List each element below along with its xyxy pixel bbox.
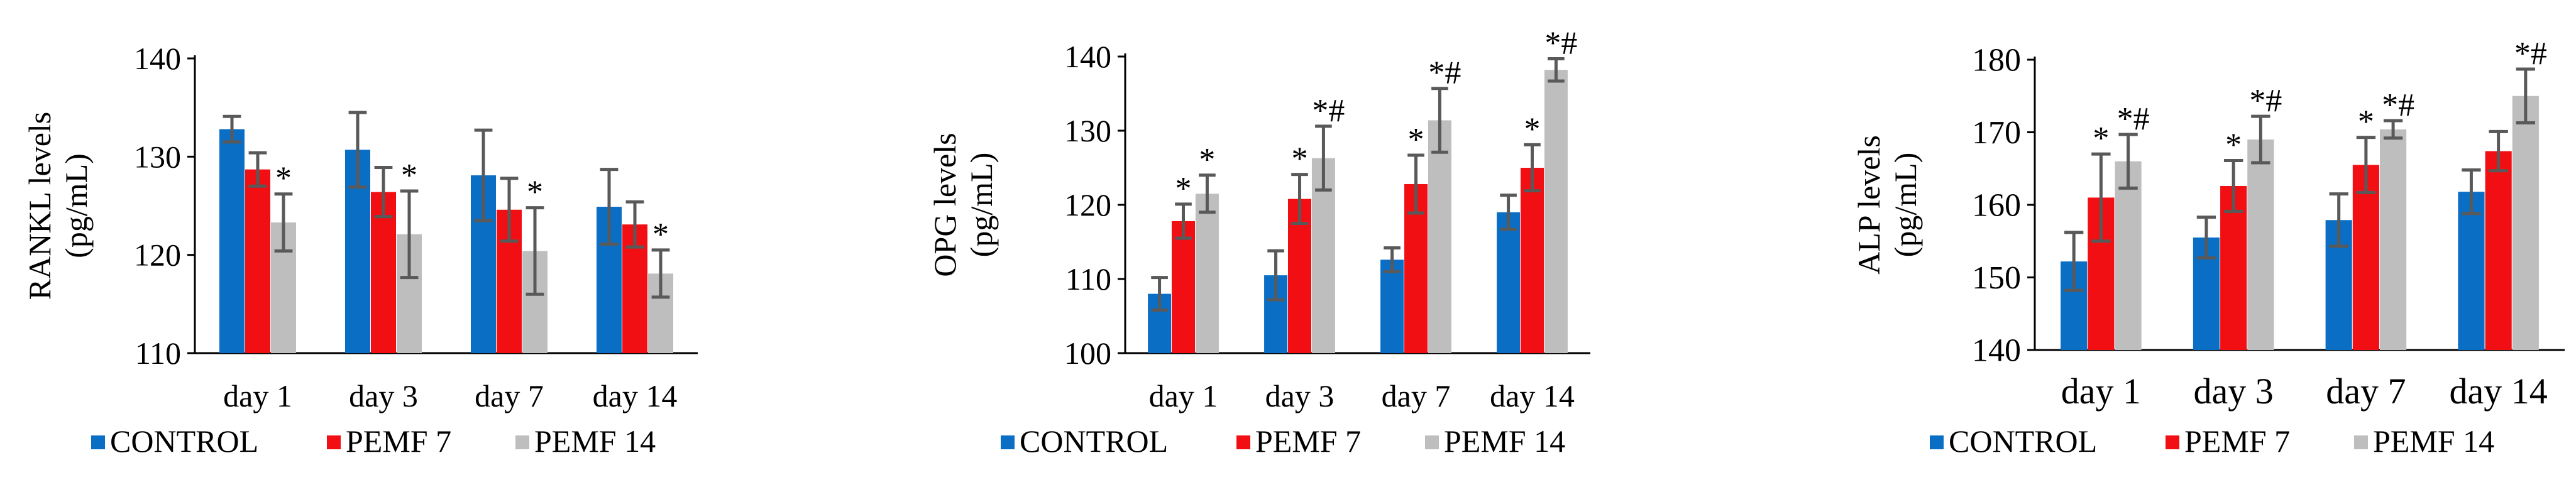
x-tick-label: day 14	[2450, 371, 2548, 412]
bar-control-day-14	[2458, 192, 2485, 350]
x-tick-label: day 1	[1149, 378, 1218, 413]
significance-marker: *	[275, 161, 292, 197]
y-tick-label: 120	[1064, 187, 1111, 222]
legend-swatch-control	[1930, 435, 1944, 449]
y-tick-label: 120	[134, 238, 181, 273]
legend-label: CONTROL	[110, 424, 258, 459]
y-tick-label: 130	[1064, 113, 1111, 148]
legend-label: CONTROL	[1949, 424, 2097, 459]
legend-label: CONTROL	[1020, 424, 1168, 459]
significance-marker: *	[652, 217, 669, 253]
bar-pemf-14-day-14	[2512, 96, 2539, 350]
legend-swatch-control	[1001, 435, 1015, 449]
significance-marker: *	[1408, 122, 1424, 158]
y-axis-title-line2: (pg/mL)	[1888, 153, 1923, 258]
y-tick-label: 110	[135, 336, 181, 371]
y-tick-label: 170	[1972, 115, 2021, 151]
significance-marker: *#	[2514, 36, 2547, 72]
chart-panel-3: 140 150 160 170 180 ALP levels (pg/mL) day 1 day…	[1851, 36, 2565, 459]
bar-pemf-14-day-1	[1195, 194, 1219, 353]
significance-marker: *#	[2249, 83, 2282, 119]
bar-control-day-14	[1497, 212, 1521, 353]
legend-label: PEMF 7	[2184, 424, 2290, 459]
y-tick-label: 110	[1065, 261, 1111, 297]
y-axis-title-line2: (pg/mL)	[964, 153, 999, 258]
x-tick-label: day 1	[223, 378, 292, 413]
bar-pemf-14-day-7	[2380, 129, 2407, 350]
legend-label: PEMF 14	[2373, 424, 2494, 459]
bar-pemf-7-day-1	[1172, 221, 1195, 353]
x-tick-label: day 1	[2061, 371, 2141, 412]
chart-panel-1: 110 120 130 140 RANKL levels (pg/mL) day 1 day …	[22, 41, 698, 459]
legend-swatch-pemf-14	[2354, 435, 2368, 449]
significance-marker: *	[2358, 104, 2374, 140]
x-tick-label: day 7	[1382, 378, 1451, 413]
x-tick-label: day 3	[1265, 378, 1335, 413]
y-tick-label: 130	[134, 139, 181, 174]
bar-control-day-1	[219, 129, 245, 353]
bar-pemf-7-day-14	[1521, 168, 1544, 353]
legend-swatch-pemf-14	[1425, 435, 1439, 449]
legend-swatch-pemf-7	[2166, 435, 2179, 449]
significance-marker: *	[1175, 171, 1192, 207]
significance-marker: *	[2093, 121, 2109, 156]
legend: CONTROL PEMF 7 PEMF 14	[1930, 424, 2494, 459]
bar-pemf-14-day-3	[2247, 139, 2274, 351]
legend-swatch-pemf-7	[327, 435, 341, 449]
significance-marker: *#	[1428, 55, 1461, 91]
bar-pemf-7-day-3	[2220, 185, 2247, 350]
x-tick-label: day 3	[2194, 371, 2274, 412]
x-tick-label: day 14	[1490, 378, 1575, 413]
y-tick-label: 140	[1064, 39, 1111, 74]
legend-label: PEMF 14	[534, 424, 656, 459]
bar-control-day-7	[1380, 260, 1404, 353]
legend-swatch-control	[91, 435, 105, 449]
bar-pemf-7-day-1	[245, 169, 270, 353]
y-axis-title-line2: (pg/mL)	[58, 153, 94, 258]
significance-marker: *#	[2117, 101, 2150, 137]
chart-panel-2: 100 110 120 130 140 OPG levels (pg/mL) day 1 day…	[927, 26, 1590, 459]
y-axis-title-line1: OPG levels	[927, 133, 962, 276]
x-tick-label: day 7	[2326, 371, 2406, 412]
bar-pemf-7-day-7	[2352, 165, 2379, 350]
bar-pemf-7-day-14	[2485, 151, 2512, 350]
y-axis-title-line1: ALP levels	[1851, 135, 1886, 275]
significance-marker: *#	[1312, 93, 1345, 129]
y-tick-label: 100	[1064, 336, 1111, 371]
legend-swatch-pemf-14	[515, 435, 529, 449]
legend-label: PEMF 7	[1255, 424, 1361, 459]
bar-pemf-14-day-1	[2115, 161, 2142, 350]
significance-marker: *	[1199, 142, 1215, 178]
y-tick-label: 180	[1972, 43, 2021, 79]
significance-marker: *	[401, 158, 417, 194]
significance-marker: *	[1292, 141, 1308, 177]
legend-label: PEMF 14	[1444, 424, 1565, 459]
y-axis-title-line1: RANKL levels	[22, 112, 57, 300]
significance-marker: *	[1524, 111, 1541, 147]
significance-marker: *#	[2382, 87, 2414, 123]
significance-marker: *#	[1544, 26, 1577, 62]
x-tick-label: day 14	[593, 378, 678, 413]
x-tick-label: day 7	[475, 378, 544, 413]
legend: CONTROL PEMF 7 PEMF 14	[1001, 424, 1565, 459]
significance-marker: *	[2225, 128, 2242, 163]
bar-pemf-7-day-3	[371, 192, 396, 353]
legend-label: PEMF 7	[346, 424, 451, 459]
bar-pemf-14-day-7	[1428, 120, 1451, 354]
significance-marker: *	[527, 175, 543, 210]
y-tick-label: 150	[1972, 260, 2021, 296]
y-tick-label: 140	[134, 41, 181, 76]
y-tick-label: 140	[1972, 333, 2021, 369]
bar-pemf-14-day-14	[1544, 70, 1568, 354]
legend: CONTROL PEMF 7 PEMF 14	[91, 424, 656, 459]
legend-swatch-pemf-7	[1236, 435, 1250, 449]
y-tick-label: 160	[1972, 188, 2021, 224]
x-tick-label: day 3	[349, 378, 418, 413]
